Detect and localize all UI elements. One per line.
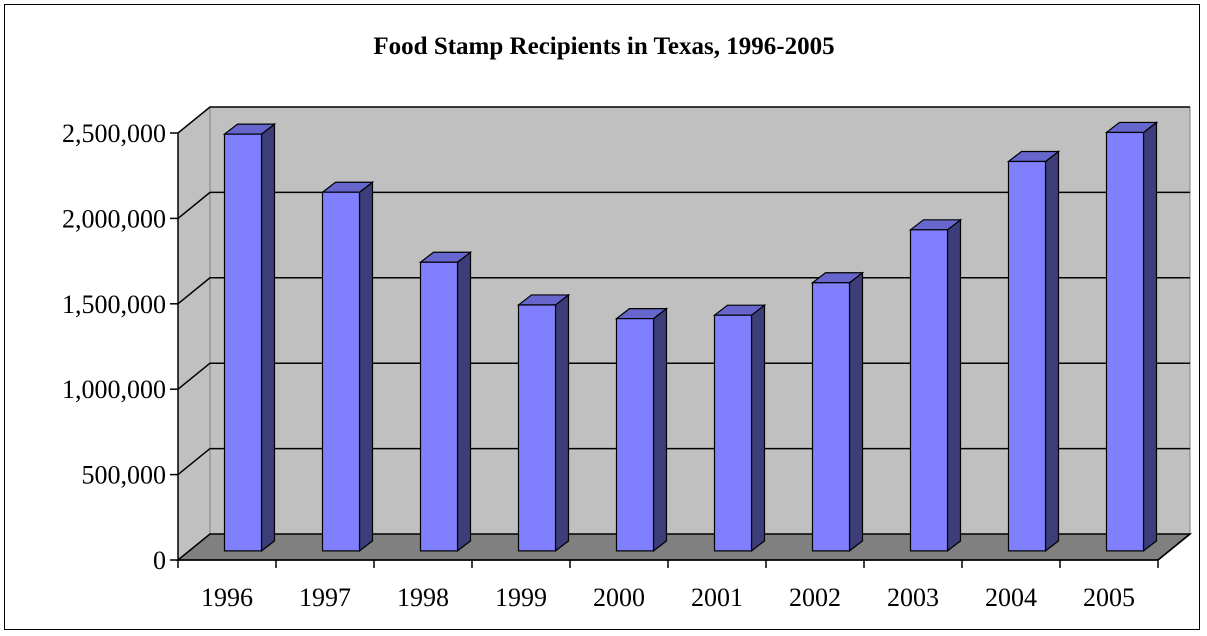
- x-tick-label: 1999: [495, 583, 547, 612]
- bar: [1006, 150, 1061, 553]
- x-tick-label: 1997: [299, 583, 351, 612]
- gridline: [177, 447, 1190, 476]
- bar-front: [1105, 131, 1145, 552]
- x-tick-label: 2002: [789, 583, 841, 612]
- x-tick-label: 2004: [985, 583, 1037, 612]
- bar-side: [554, 293, 570, 553]
- bar-front: [321, 191, 361, 552]
- bar-front: [223, 133, 263, 552]
- bar-side: [750, 303, 766, 553]
- y-tick-label: 0: [153, 546, 166, 575]
- bar-front: [615, 318, 655, 552]
- bar: [1104, 121, 1159, 553]
- y-tick-label: 500,000: [82, 461, 167, 490]
- bar: [222, 122, 277, 553]
- bar: [810, 271, 865, 553]
- gridlines: [177, 106, 1190, 476]
- bar-front: [419, 261, 459, 552]
- x-tick-label: 2000: [593, 583, 645, 612]
- x-tick-label: 1998: [397, 583, 449, 612]
- bar-side: [946, 218, 962, 553]
- gridline: [177, 106, 1190, 134]
- axes: [170, 132, 1191, 568]
- bar-side: [358, 181, 374, 553]
- chart-title: Food Stamp Recipients in Texas, 1996-200…: [373, 33, 834, 60]
- x-tick-label: 2003: [887, 583, 939, 612]
- bar-front: [517, 304, 557, 552]
- bar-side: [456, 251, 472, 553]
- bars: [222, 121, 1159, 553]
- side-wall: [177, 105, 211, 562]
- bar: [320, 181, 375, 553]
- x-tick-label: 2001: [691, 583, 743, 612]
- gridline: [177, 362, 1190, 390]
- bar: [908, 218, 963, 553]
- bar-side: [260, 122, 276, 553]
- bar: [614, 307, 669, 553]
- bar-side: [1142, 121, 1158, 553]
- bar-front: [909, 229, 949, 552]
- floor-edge: [1157, 533, 1191, 561]
- x-tick-label: 1996: [201, 583, 253, 612]
- y-tick-label: 2,500,000: [62, 119, 166, 148]
- x-tick-label: 2005: [1083, 583, 1135, 612]
- y-tick-label: 1,000,000: [62, 375, 166, 404]
- bar-front: [1007, 160, 1047, 552]
- gridline: [177, 191, 1190, 219]
- bar-front: [811, 282, 851, 552]
- bar: [712, 303, 767, 553]
- gridline: [177, 277, 1190, 305]
- y-axis-tick-labels: 0 500,000 1,000,000 1,500,000 2,000,000 2,500…: [62, 119, 166, 575]
- y-tick-label: 1,500,000: [62, 290, 166, 319]
- bar: [516, 293, 571, 553]
- bar: [418, 251, 473, 553]
- bar-front: [713, 314, 753, 552]
- y-tick-label: 2,000,000: [62, 204, 166, 233]
- bar-side: [1044, 150, 1060, 553]
- x-axis-tick-labels: 1996 1997 1998 1999 2000 2001 2002 2003 2004 2005: [201, 583, 1135, 612]
- bar-side: [848, 271, 864, 553]
- bar-side: [652, 307, 668, 553]
